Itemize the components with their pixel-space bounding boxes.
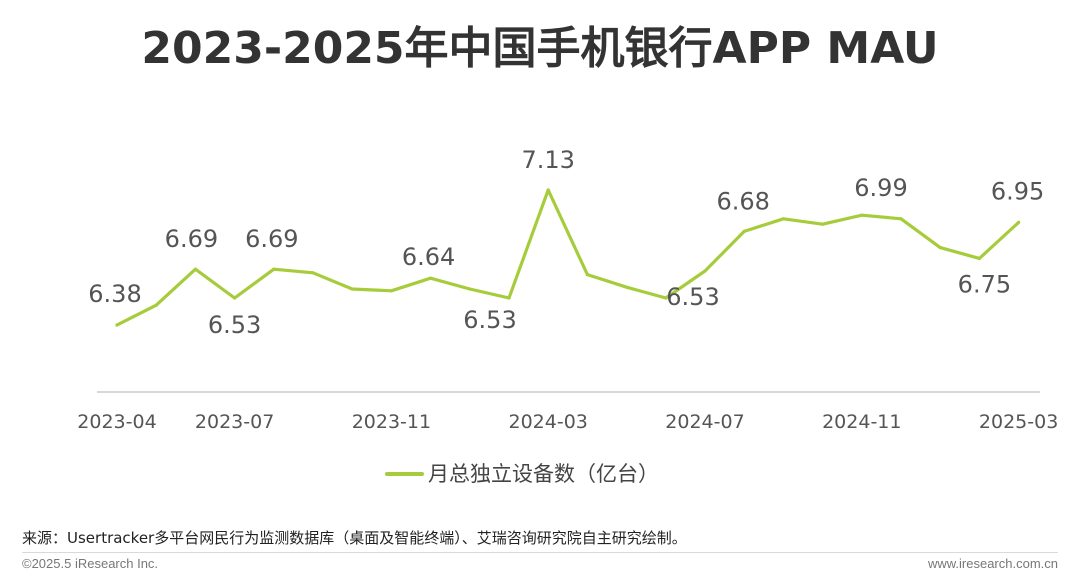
- x-tick-label: 2024-11: [822, 411, 901, 433]
- data-label: 6.53: [463, 306, 516, 334]
- series-line: [115, 188, 1021, 327]
- x-tick-label: 2023-04: [77, 411, 156, 433]
- data-point: [742, 229, 746, 233]
- data-point: [350, 287, 354, 291]
- data-point: [154, 303, 158, 307]
- data-label: 6.53: [208, 311, 261, 339]
- data-label: 6.64: [402, 243, 455, 271]
- data-point: [193, 267, 197, 271]
- legend-label: 月总独立设备数（亿台）: [428, 462, 659, 486]
- x-tick-label: 2024-03: [509, 411, 588, 433]
- copyright: ©2025.5 iResearch Inc.: [22, 556, 159, 571]
- data-label: 6.69: [165, 225, 218, 253]
- x-tick-label: 2024-07: [665, 411, 744, 433]
- x-tick-label: 2023-07: [195, 411, 274, 433]
- data-point: [899, 217, 903, 221]
- data-point: [1017, 220, 1021, 224]
- line-chart: 6.38 6.69 6.53 6.69 6.64 6.53 7.13 6.53 6.68 6.99…: [77, 146, 1058, 486]
- data-point: [272, 267, 276, 271]
- chart-title: 2023-2025年中国手机银行APP MAU: [141, 23, 939, 74]
- data-point: [585, 273, 590, 277]
- data-point: [311, 271, 315, 275]
- data-point: [821, 222, 825, 226]
- data-point: [468, 287, 472, 291]
- data-point: [233, 296, 237, 300]
- data-label: 6.95: [991, 177, 1044, 205]
- data-label: 6.69: [245, 225, 298, 253]
- data-point: [389, 289, 393, 293]
- data-point: [625, 285, 629, 289]
- data-point: [703, 269, 707, 273]
- data-point: [507, 296, 511, 300]
- data-point: [781, 217, 786, 221]
- data-point: [860, 213, 864, 217]
- data-point: [977, 256, 982, 260]
- data-label: 6.68: [716, 187, 769, 215]
- x-tick-label: 2023-11: [352, 411, 431, 433]
- data-point: [115, 323, 119, 327]
- website: www.iresearch.com.cn: [927, 556, 1058, 571]
- data-label: 6.53: [666, 283, 719, 311]
- footer-divider: [22, 552, 1058, 553]
- data-point: [546, 188, 550, 192]
- data-point: [664, 296, 668, 300]
- data-label: 6.38: [88, 280, 141, 308]
- data-label: 7.13: [521, 146, 574, 174]
- source-note: 来源：Usertracker多平台网民行为监测数据库（桌面及智能终端）、艾瑞咨询…: [22, 529, 687, 547]
- x-tick-label: 2025-03: [979, 411, 1058, 433]
- data-label: 6.75: [958, 270, 1011, 298]
- data-point: [938, 246, 942, 250]
- data-label: 6.99: [854, 174, 907, 202]
- data-point: [429, 276, 433, 280]
